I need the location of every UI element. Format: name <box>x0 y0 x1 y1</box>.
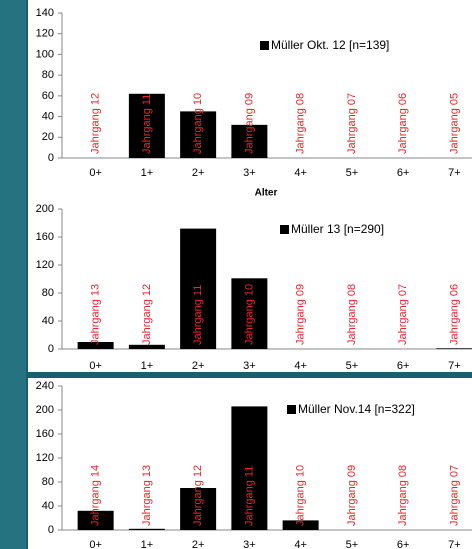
x-tick-label: 4+ <box>294 167 307 179</box>
bar <box>77 342 114 349</box>
y-tick-label: 60 <box>42 90 54 102</box>
y-tick-label: 120 <box>36 28 54 40</box>
bar <box>128 344 165 349</box>
year-annotation: Jahrgang 05 <box>448 93 460 154</box>
chart-panel: 0 40 80 120 160 200 0+ Jahrgang 13 1+ Jahrgang 12… <box>28 201 472 372</box>
y-tick-label: 120 <box>36 452 54 464</box>
year-annotation: Jahrgang 08 <box>397 465 409 526</box>
y-tick-label: 120 <box>36 259 54 271</box>
chart-panel: 0 40 80 120 160 200 240 0+ Jahrgang 14 1+ Jahrgang… <box>28 378 472 549</box>
year-annotation: Jahrgang 09 <box>295 284 307 345</box>
y-tick-label: 0 <box>48 152 54 164</box>
y-tick-label: 160 <box>36 428 54 440</box>
bar <box>231 278 268 349</box>
bar <box>128 528 165 530</box>
y-tick-label: 0 <box>48 343 54 355</box>
legend-swatch <box>260 41 269 50</box>
bar <box>231 124 268 158</box>
chart-panel: 0 20 40 60 80 100 120 140 0+ Jahrgang 12 1+ Jahrgan… <box>28 0 472 201</box>
year-annotation: Jahrgang 07 <box>448 465 460 526</box>
year-annotation: Jahrgang 07 <box>397 284 409 345</box>
x-tick-label: 0+ <box>89 167 102 179</box>
y-tick-label: 80 <box>42 287 54 299</box>
year-annotation: Jahrgang 10 <box>192 93 204 154</box>
bar <box>282 520 319 530</box>
y-tick-label: 20 <box>42 131 54 143</box>
legend-swatch <box>287 405 296 414</box>
bar <box>128 93 165 158</box>
legend-swatch <box>280 225 289 234</box>
x-tick-label: 7+ <box>448 167 461 179</box>
x-tick-label: 2+ <box>192 167 205 179</box>
year-annotation: Jahrgang 08 <box>346 284 358 345</box>
x-axis-title: Alter <box>255 188 278 199</box>
year-annotation: Jahrgang 12 <box>141 284 153 345</box>
year-annotation: Jahrgang 13 <box>141 465 153 526</box>
x-tick-label: 1+ <box>141 167 154 179</box>
x-tick-label: 2+ <box>192 539 205 549</box>
year-annotation: Jahrgang 14 <box>90 465 102 526</box>
bar <box>436 348 472 349</box>
year-annotation: Jahrgang 10 <box>295 465 307 526</box>
x-tick-label: 7+ <box>448 539 461 549</box>
y-tick-label: 80 <box>42 476 54 488</box>
year-annotation: Jahrgang 06 <box>397 93 409 154</box>
year-annotation: Jahrgang 12 <box>90 93 102 154</box>
year-annotation: Jahrgang 09 <box>346 465 358 526</box>
bar <box>180 111 217 158</box>
x-tick-label: 7+ <box>448 360 461 372</box>
x-tick-label: 4+ <box>294 539 307 549</box>
x-tick-label: 6+ <box>397 167 410 179</box>
x-tick-label: 4+ <box>294 360 307 372</box>
y-tick-label: 200 <box>36 203 54 215</box>
year-annotation: Jahrgang 10 <box>243 284 255 345</box>
x-tick-label: 0+ <box>89 360 102 372</box>
y-tick-label: 140 <box>36 7 54 19</box>
side-image <box>0 0 26 549</box>
x-tick-label: 3+ <box>243 360 256 372</box>
legend-label: Müller Nov.14 [n=322] <box>298 402 415 416</box>
year-annotation: Jahrgang 08 <box>295 93 307 154</box>
x-tick-label: 3+ <box>243 539 256 549</box>
y-tick-label: 40 <box>42 315 54 327</box>
year-annotation: Jahrgang 11 <box>141 94 153 154</box>
y-tick-label: 100 <box>36 48 54 60</box>
x-tick-label: 5+ <box>346 360 359 372</box>
y-tick-label: 40 <box>42 500 54 512</box>
year-annotation: Jahrgang 11 <box>192 285 204 345</box>
year-annotation: Jahrgang 13 <box>90 284 102 345</box>
panel-background <box>28 0 472 201</box>
x-tick-label: 2+ <box>192 360 205 372</box>
year-annotation: Jahrgang 12 <box>192 465 204 526</box>
x-tick-label: 3+ <box>243 167 256 179</box>
y-tick-label: 0 <box>48 524 54 536</box>
y-tick-label: 240 <box>36 380 54 392</box>
bar <box>180 488 217 530</box>
x-tick-label: 1+ <box>141 360 154 372</box>
x-tick-label: 6+ <box>397 539 410 549</box>
year-annotation: Jahrgang 11 <box>243 466 255 526</box>
x-tick-label: 1+ <box>141 539 154 549</box>
year-annotation: Jahrgang 06 <box>448 284 460 345</box>
year-annotation: Jahrgang 07 <box>346 93 358 154</box>
legend-label: Müller 13 [n=290] <box>291 222 384 236</box>
year-annotation: Jahrgang 09 <box>243 93 255 154</box>
y-tick-label: 40 <box>42 110 54 122</box>
x-tick-label: 5+ <box>346 539 359 549</box>
legend-label: Müller Okt. 12 [n=139] <box>271 38 389 52</box>
bar <box>180 228 217 349</box>
bar <box>77 510 114 530</box>
x-tick-label: 6+ <box>397 360 410 372</box>
y-tick-label: 160 <box>36 231 54 243</box>
bar <box>231 406 268 530</box>
y-tick-label: 200 <box>36 404 54 416</box>
x-tick-label: 0+ <box>89 539 102 549</box>
y-tick-label: 80 <box>42 69 54 81</box>
x-tick-label: 5+ <box>346 167 359 179</box>
